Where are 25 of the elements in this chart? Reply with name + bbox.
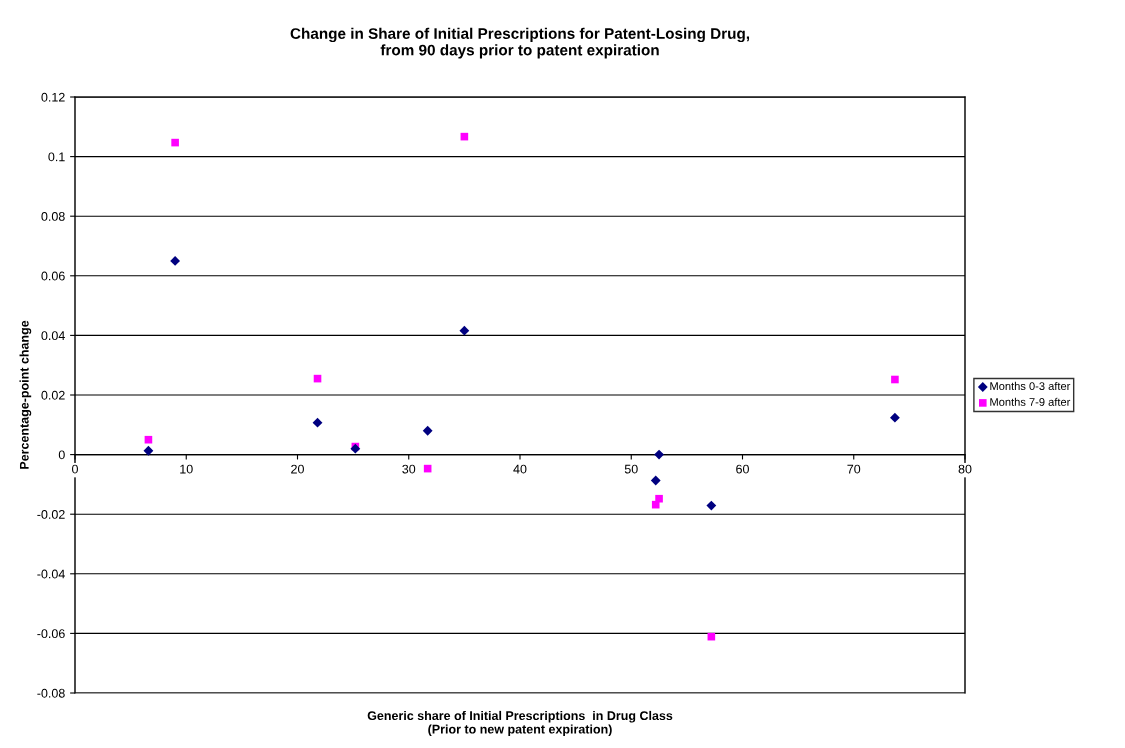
- x-tick-label: 80: [958, 464, 972, 474]
- x-tick-label: 70: [847, 464, 861, 474]
- legend-label: Months 7-9 after: [990, 397, 1071, 406]
- x-axis-title: Generic share of Initial Prescriptions in Drug Class (Prior to new patent expiration): [367, 710, 673, 737]
- chart-title: Change in Share of Initial Prescriptions for Patent-Losing Drug, from 90 days prior to patent expiration: [290, 27, 750, 59]
- x-tick-label: 50: [624, 464, 638, 474]
- x-tick-label: 40: [513, 464, 527, 474]
- y-tick-label: 0.04: [41, 331, 65, 341]
- y-tick-label: 0.06: [41, 271, 65, 281]
- x-tick-label: 10: [180, 464, 193, 474]
- y-tick-label: -0.06: [37, 629, 65, 639]
- x-tick-label: 20: [291, 464, 304, 474]
- y-tick-label: -0.08: [37, 688, 65, 698]
- x-tick-label: 60: [736, 464, 749, 474]
- y-tick-label: 0.12: [41, 92, 65, 102]
- y-tick-label: -0.04: [37, 569, 65, 579]
- y-tick-label: 0: [58, 450, 65, 460]
- x-tick-label: 30: [402, 464, 416, 474]
- y-axis-title: Percentage-point change: [19, 320, 32, 469]
- y-tick-label: 0.08: [41, 212, 65, 221]
- y-tick-label: -0.02: [37, 510, 65, 519]
- x-tick-label: 0: [72, 464, 78, 474]
- y-tick-label: 0.1: [48, 152, 65, 162]
- legend-label: Months 0-3 after: [990, 381, 1071, 391]
- y-tick-label: 0.02: [41, 390, 65, 400]
